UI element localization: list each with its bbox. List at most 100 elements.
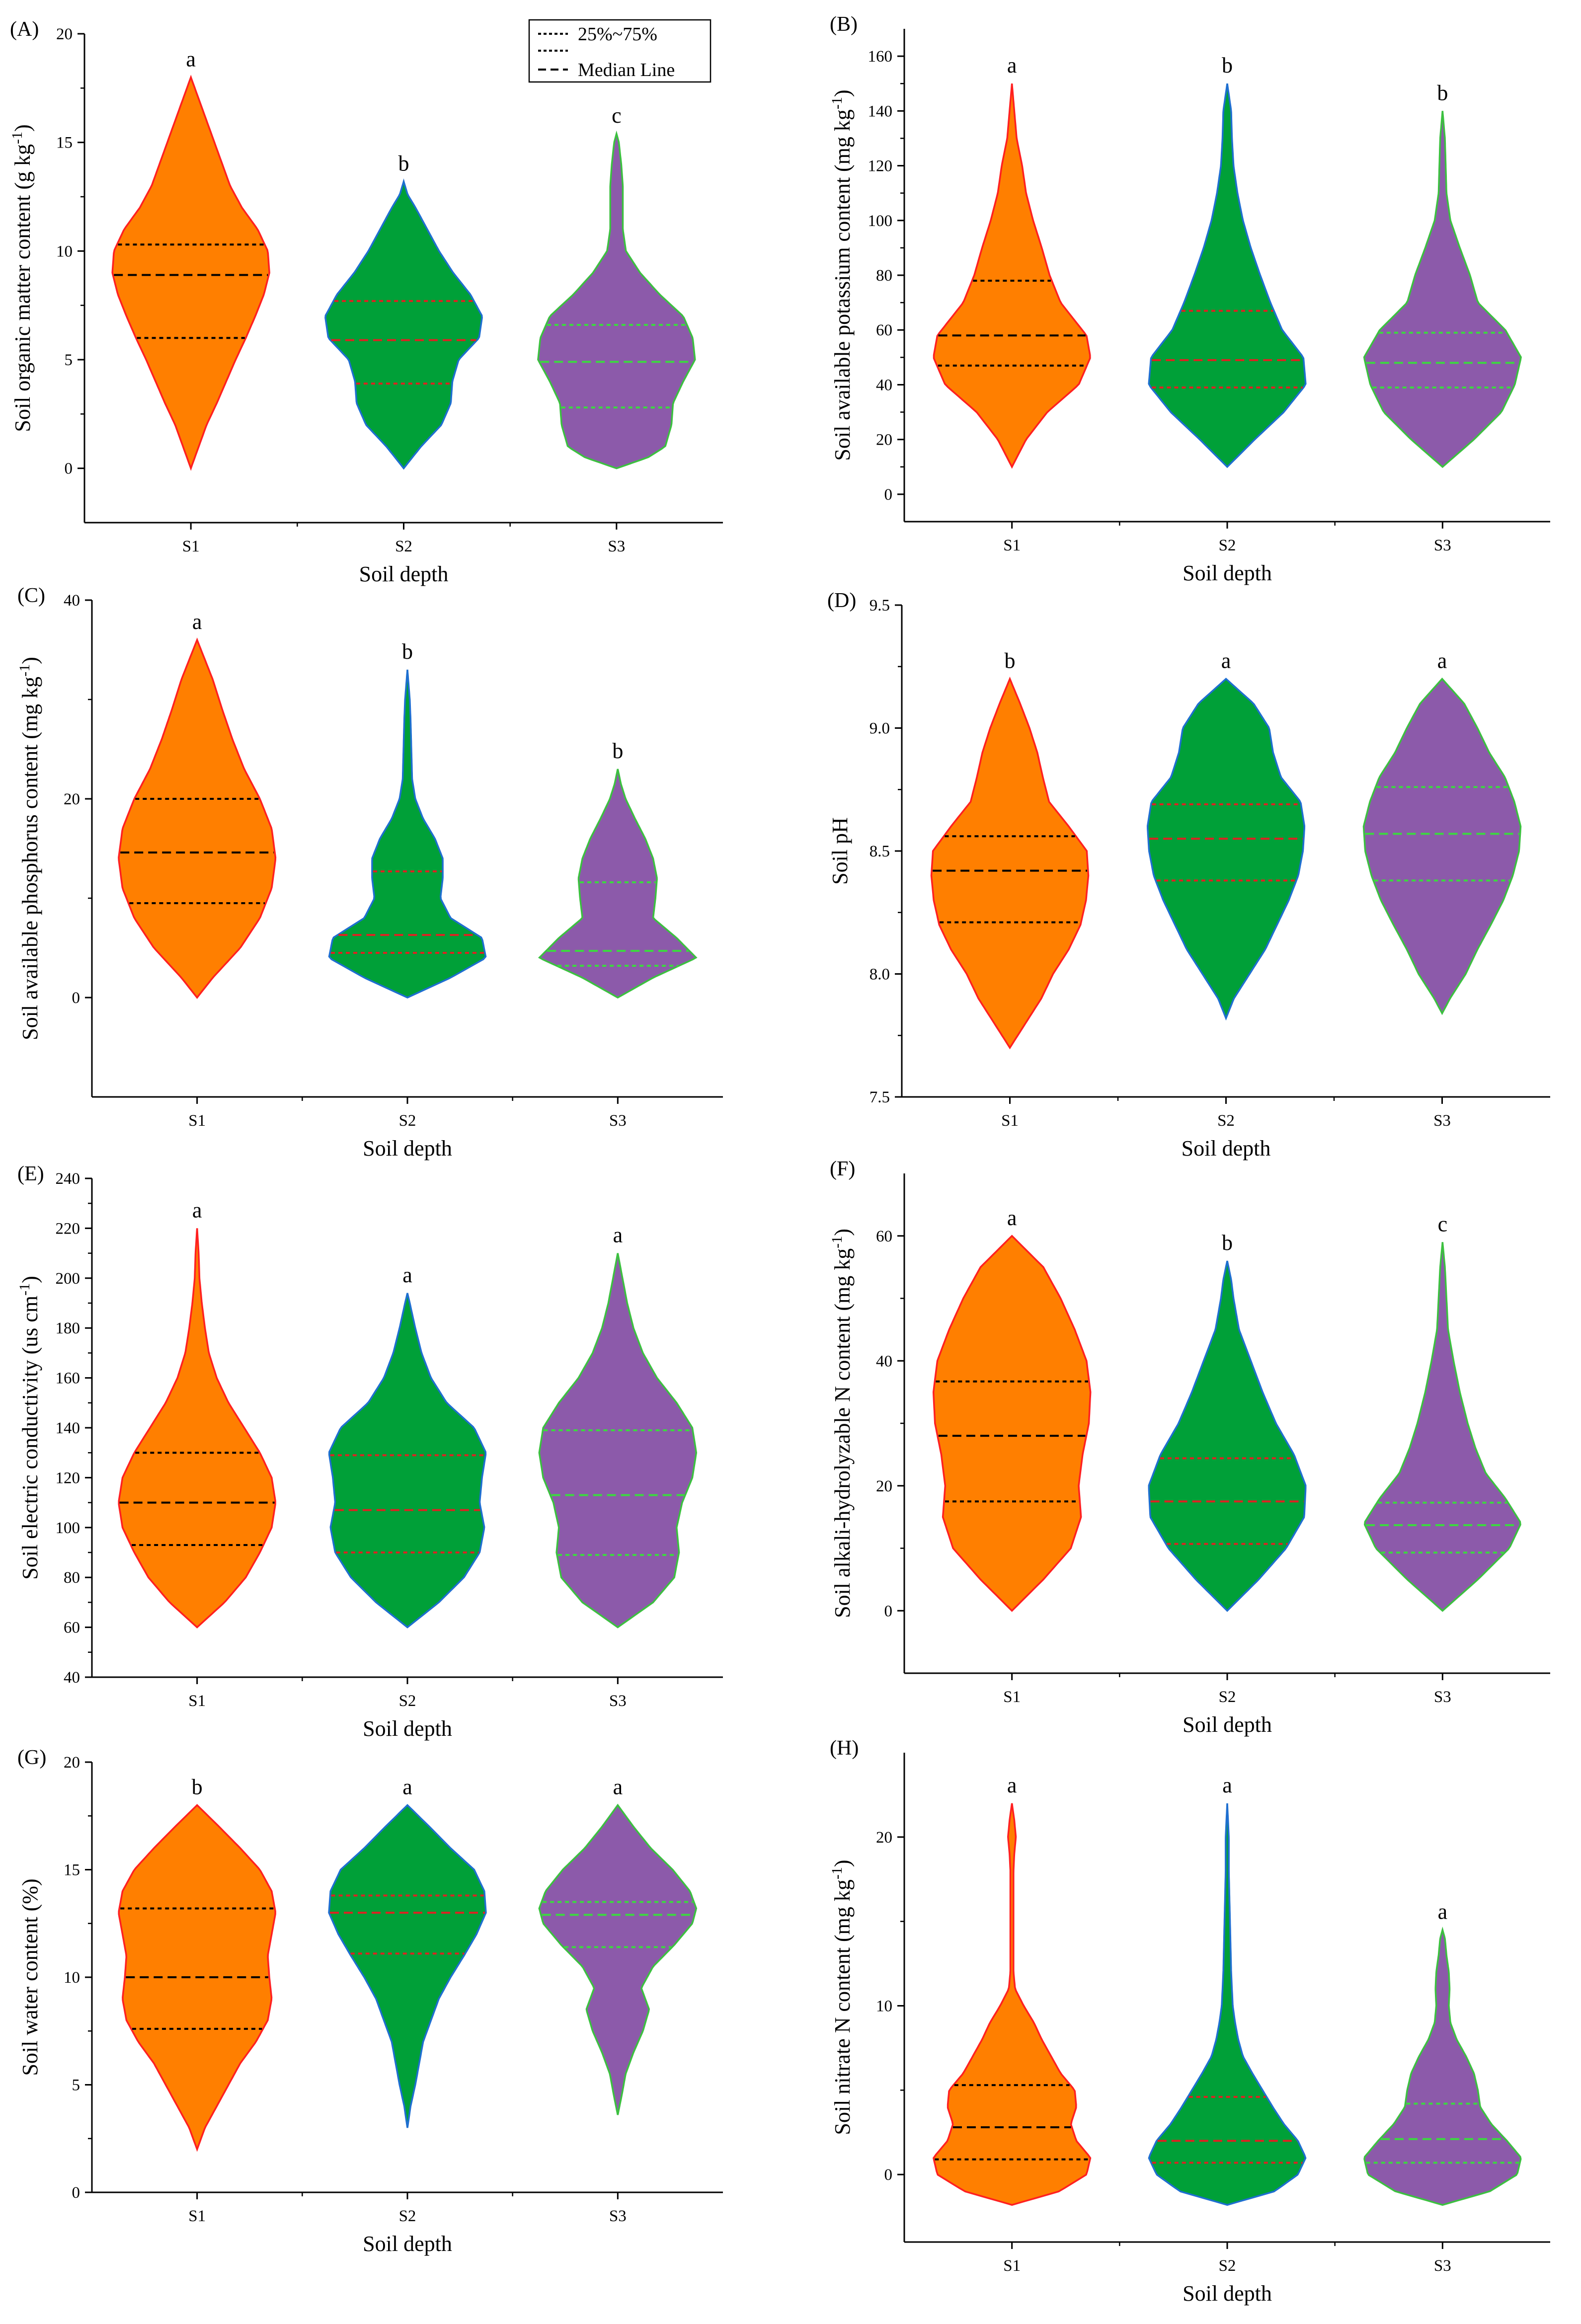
x-tick-label: S2 <box>399 1692 416 1710</box>
x-tick-label: S1 <box>1003 2257 1021 2275</box>
y-tick-label: 100 <box>868 212 893 230</box>
x-tick-label: S2 <box>1219 1688 1236 1706</box>
y-tick-label: 180 <box>56 1319 80 1337</box>
y-tick-label: 0 <box>65 460 73 478</box>
violin-s2 <box>328 1293 487 1628</box>
violin-s3 <box>1363 1927 1522 2206</box>
violin-s1 <box>118 637 277 999</box>
x-tick-label: S2 <box>395 538 412 555</box>
x-tick-label: S1 <box>1003 1688 1021 1706</box>
y-tick-label: 40 <box>64 592 80 610</box>
y-axis-title: Soil available potassium content (mg kg-… <box>829 89 855 461</box>
legend: 25%~75% Median Line <box>528 19 711 83</box>
panel-label: (B) <box>830 13 858 36</box>
x-axis-title: Soil depth <box>1182 1136 1271 1161</box>
x-tick-label: S1 <box>1003 537 1021 554</box>
x-tick-label: S2 <box>399 2207 416 2225</box>
y-tick-label: 15 <box>64 1861 80 1879</box>
x-tick-label: S2 <box>1219 537 1236 554</box>
y-tick-label: 60 <box>876 321 892 339</box>
x-tick-label: S3 <box>609 1692 627 1710</box>
violin-s2 <box>328 1804 487 2128</box>
x-tick-label: S1 <box>188 1112 206 1130</box>
y-tick-label: 120 <box>868 157 893 175</box>
violin-s2 <box>1148 1260 1307 1612</box>
y-tick-label: 5 <box>65 351 73 369</box>
y-tick-label: 0 <box>884 486 893 504</box>
y-tick-label: 0 <box>884 2166 893 2184</box>
significance-letter-s1: a <box>1007 53 1017 77</box>
y-axis-title: Soil electric conductivity (us cm-1) <box>16 1276 43 1580</box>
x-tick-label: S3 <box>1433 1112 1451 1130</box>
x-tick-label: S3 <box>1434 537 1451 554</box>
panel-label: (E) <box>17 1162 44 1185</box>
significance-letter-s2: b <box>1222 53 1233 77</box>
y-tick-label: 60 <box>64 1619 80 1637</box>
y-tick-label: 0 <box>884 1602 893 1620</box>
significance-letter-s2: b <box>398 151 409 175</box>
panel-c: a b b 0 20 40 S1 S2 S3 Soil depth Soil available p… <box>16 584 723 1161</box>
significance-letter-s1: a <box>1007 1773 1017 1797</box>
x-tick-label: S3 <box>608 538 625 555</box>
panel-g: b a a 0 5 10 15 20 S1 S2 S3 Soil depth Soil water co… <box>17 1746 723 2256</box>
violin-s1 <box>933 83 1091 469</box>
x-axis-title: Soil depth <box>359 562 449 586</box>
panel-label: (C) <box>17 584 45 607</box>
x-axis-title: Soil depth <box>363 2232 452 2256</box>
significance-letter-s3: b <box>1437 80 1448 105</box>
panel-label: (H) <box>830 1737 859 1760</box>
significance-letter-s3: a <box>613 1775 623 1799</box>
panel-b: a b b 0 20 40 60 80 100 120 140 160 S1 S2 S3 Soil depth… <box>829 13 1550 585</box>
violin-s3 <box>1363 111 1522 468</box>
x-tick-label: S3 <box>609 2207 627 2225</box>
violin-s2 <box>1148 1803 1307 2206</box>
violin-s1 <box>118 1228 276 1628</box>
violin-s3 <box>537 130 696 469</box>
y-tick-label: 8.0 <box>870 966 890 984</box>
y-tick-label: 120 <box>56 1469 80 1487</box>
y-tick-label: 0 <box>72 2184 80 2202</box>
violin-s3 <box>538 1803 698 2115</box>
significance-letter-s3: b <box>612 739 623 763</box>
significance-letter-s1: b <box>1005 649 1016 673</box>
significance-letter-s1: a <box>192 610 202 634</box>
y-axis-title: Soil water content (%) <box>18 1878 42 2076</box>
x-axis-title: Soil depth <box>1183 561 1272 585</box>
significance-letter-s3: c <box>1438 1212 1448 1236</box>
violin-s2 <box>1148 83 1307 468</box>
y-tick-label: 240 <box>56 1170 80 1188</box>
legend-median-label: Median Line <box>578 60 675 80</box>
x-tick-label: S3 <box>1434 2257 1451 2275</box>
panel-d: b a a 7.5 8.0 8.5 9.0 9.5 S1 S2 S3 Soil depth Soil p… <box>827 589 1550 1161</box>
significance-letter-s2: a <box>402 1775 412 1799</box>
panel-label: (F) <box>830 1158 855 1180</box>
panel-label: (A) <box>10 18 39 41</box>
significance-letter-s1: b <box>192 1775 203 1799</box>
panel-f: a b c 0 20 40 60 S1 S2 S3 Soil depth Soil alkali-hy… <box>829 1158 1550 1737</box>
x-tick-label: S2 <box>1219 2257 1236 2275</box>
significance-letter-s2: a <box>1222 1773 1232 1797</box>
legend-quartile-label: 25%~75% <box>578 24 657 45</box>
y-axis-title: Soil pH <box>828 817 852 885</box>
significance-letter-s1: a <box>192 1198 202 1222</box>
x-axis-title: Soil depth <box>363 1136 452 1161</box>
y-tick-label: 20 <box>64 790 80 808</box>
x-tick-label: S1 <box>188 1692 206 1710</box>
y-axis-title: Soil available phosphorus content (mg kg… <box>16 657 43 1040</box>
panel-label: (G) <box>17 1746 46 1769</box>
y-tick-label: 15 <box>56 134 73 152</box>
x-tick-label: S1 <box>188 2207 206 2225</box>
x-axis-title: Soil depth <box>1183 2281 1272 2306</box>
y-tick-label: 9.5 <box>870 597 890 615</box>
significance-letter-s2: a <box>1221 649 1231 673</box>
x-tick-label: S3 <box>609 1112 627 1130</box>
legend-box <box>528 19 711 83</box>
y-tick-label: 160 <box>56 1370 80 1388</box>
significance-letter-s3: a <box>1438 1900 1448 1924</box>
violin-s3 <box>1362 677 1522 1015</box>
significance-letter-s3: a <box>613 1223 623 1247</box>
significance-letter-s2: b <box>1222 1231 1233 1255</box>
panel-e: a a a 40 60 80 100 120 140 160 180 200 220 240 S1 S2 S3 S… <box>16 1162 723 1741</box>
y-tick-label: 40 <box>64 1669 80 1687</box>
